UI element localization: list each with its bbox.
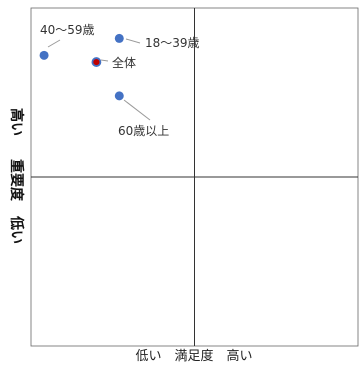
svg-text:重要度: 重要度 [8, 159, 25, 202]
leader-line [123, 99, 151, 121]
svg-text:低い: 低い [8, 215, 25, 244]
leader-line [125, 38, 141, 44]
leader-line [47, 39, 61, 48]
data-point-label: 60歳以上 [118, 124, 169, 138]
y-axis-label-middle: 重要度 [8, 159, 25, 202]
svg-text:高い: 高い [8, 108, 25, 136]
data-point-label: 全体 [112, 55, 136, 70]
x-axis-label: 低い 満足度 高い [135, 348, 252, 364]
leader-line [100, 59, 109, 62]
data-point-label: 18〜39歳 [145, 36, 200, 50]
data-point [39, 50, 49, 60]
data-point [114, 33, 124, 43]
data-point [91, 57, 102, 67]
y-axis-label-top: 高い [8, 108, 25, 136]
data-point-label: 40〜59歳 [40, 23, 95, 37]
data-point [114, 91, 124, 101]
y-axis-label-bottom: 低い [8, 215, 25, 244]
